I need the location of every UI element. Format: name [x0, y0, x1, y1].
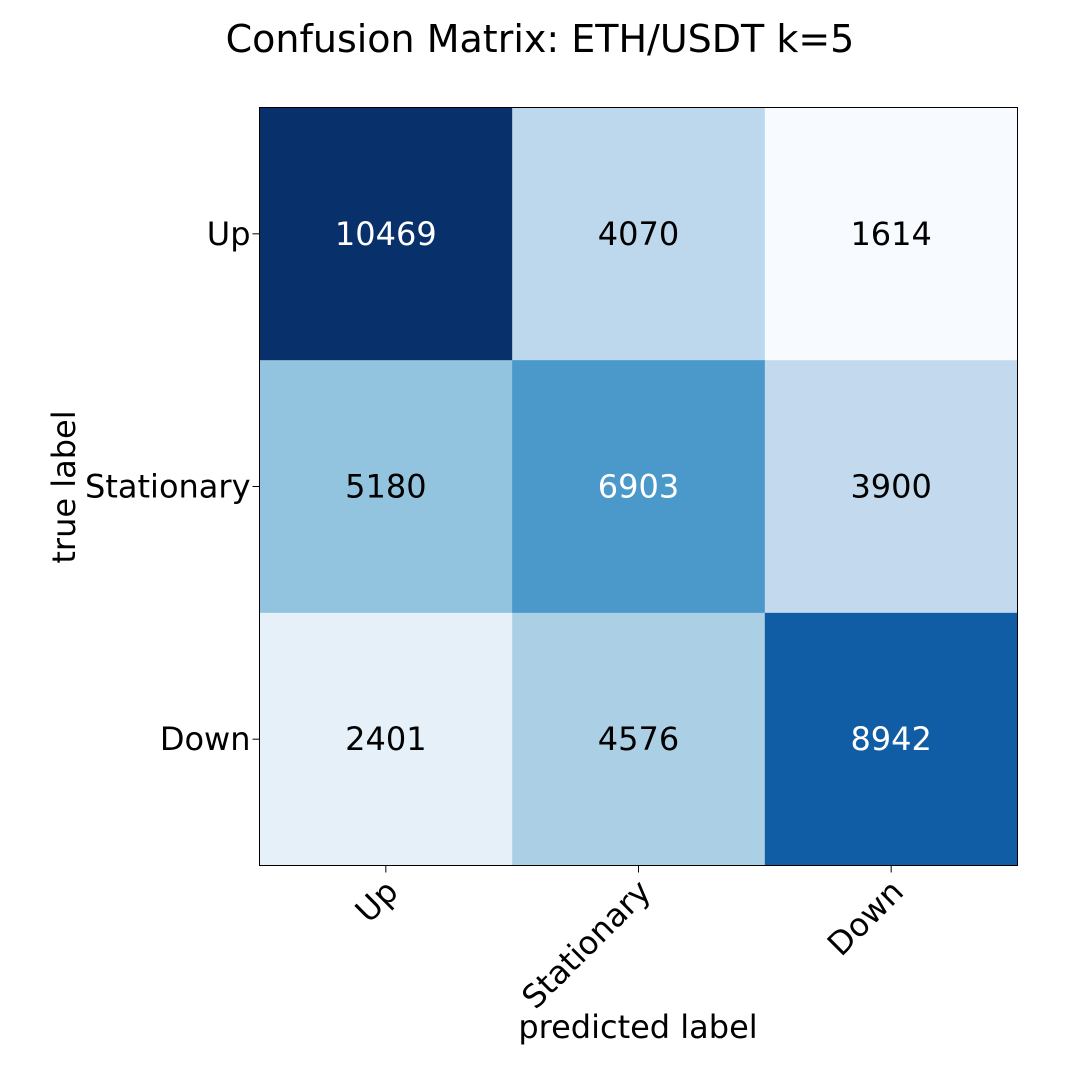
cell-value-r2-c0: 2401	[345, 720, 426, 758]
heatmap-cell-r0-c2	[764, 107, 1018, 361]
cell-value-r0-c2: 1614	[850, 215, 931, 253]
x-axis-label: predicted label	[518, 1008, 757, 1046]
cell-value-r2-c1: 4576	[598, 720, 679, 758]
heatmap-cell-r2-c1	[512, 612, 766, 866]
heatmap-cell-r0-c1	[512, 107, 766, 361]
cell-value-r2-c2: 8942	[850, 720, 931, 758]
heatmap-cell-r0-c0	[259, 107, 513, 361]
y-axis-label: true label	[45, 410, 83, 563]
cell-value-r1-c0: 5180	[345, 468, 426, 506]
x-tick-label: Stationary	[514, 872, 658, 1016]
x-tick-label: Down	[820, 872, 911, 963]
chart-title: Confusion Matrix: ETH/USDT k=5	[226, 17, 855, 61]
heatmap-cell-r1-c1	[512, 360, 766, 614]
heatmap-cell-labels: 10469 4070 1614 5180 6903 3900 2401 4576 8942	[335, 215, 932, 758]
y-tick-label: Up	[207, 215, 251, 253]
heatmap-cell-r2-c2	[764, 612, 1018, 866]
x-tick-label: Up	[348, 872, 406, 930]
y-axis-ticks: Up Stationary Down	[85, 215, 260, 758]
heatmap-cells	[259, 107, 1018, 866]
cell-value-r1-c2: 3900	[850, 468, 931, 506]
y-tick-label: Stationary	[85, 468, 250, 506]
cell-value-r1-c1: 6903	[598, 468, 679, 506]
heatmap-cell-r1-c2	[764, 360, 1018, 614]
heatmap-cell-r1-c0	[259, 360, 513, 614]
cell-value-r0-c0: 10469	[335, 215, 437, 253]
y-tick-label: Down	[160, 720, 251, 758]
cell-value-r0-c1: 4070	[598, 215, 679, 253]
heatmap-cell-r2-c0	[259, 612, 513, 866]
x-axis-ticks: Up Stationary Down	[348, 865, 911, 1016]
